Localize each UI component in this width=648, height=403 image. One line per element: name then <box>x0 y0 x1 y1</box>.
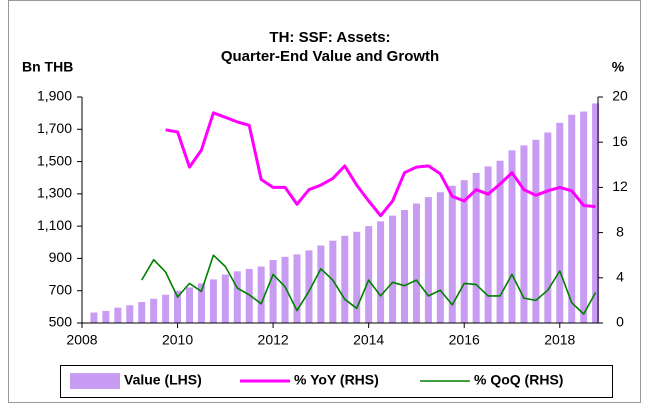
bar <box>138 302 146 323</box>
y2-tick-label: 16 <box>612 133 628 149</box>
bar <box>162 294 170 323</box>
legend-label: % YoY (RHS) <box>294 372 379 388</box>
bar <box>389 215 397 323</box>
bar <box>592 103 600 323</box>
y2-axis-label: % <box>612 59 625 75</box>
legend-swatch <box>70 373 120 389</box>
x-tick-label: 2012 <box>258 332 289 348</box>
bar <box>365 226 373 323</box>
bar <box>150 298 158 323</box>
y2-tick-label: 4 <box>616 269 624 285</box>
bar <box>221 274 229 323</box>
x-tick-label: 2018 <box>544 332 575 348</box>
bar <box>305 250 313 323</box>
bar <box>353 231 361 323</box>
bar <box>448 185 456 323</box>
bar <box>496 160 504 323</box>
bar <box>484 166 492 323</box>
bar <box>401 210 408 323</box>
y-tick-label: 1,300 <box>37 185 72 201</box>
bar <box>90 312 98 323</box>
y-tick-label: 1,900 <box>37 88 72 104</box>
bar <box>436 192 444 323</box>
bar <box>508 150 516 323</box>
bar <box>580 111 588 324</box>
bar <box>472 172 480 323</box>
line <box>165 111 596 218</box>
y-axis-label: Bn THB <box>22 59 73 75</box>
bar <box>556 122 564 323</box>
chart-title: TH: SSF: Assets: <box>269 29 390 46</box>
bar <box>532 139 540 323</box>
y2-tick-label: 12 <box>612 178 628 194</box>
bar <box>317 245 325 323</box>
chart-title: Quarter-End Value and Growth <box>221 48 439 65</box>
bar <box>186 287 193 323</box>
legend-label: Value (LHS) <box>124 372 202 388</box>
bar <box>257 266 265 323</box>
bar <box>544 132 552 323</box>
y-tick-label: 1,500 <box>37 152 72 168</box>
legend-label: % QoQ (RHS) <box>474 372 563 388</box>
bar <box>245 268 253 323</box>
bar <box>520 145 528 323</box>
y2-tick-label: 0 <box>616 314 624 330</box>
bar <box>233 271 241 323</box>
bar <box>269 260 277 323</box>
bar <box>568 114 576 323</box>
bar <box>114 307 122 323</box>
bar <box>293 254 301 323</box>
y-tick-label: 500 <box>49 314 73 330</box>
y-tick-label: 1,700 <box>37 120 72 136</box>
y2-tick-label: 20 <box>612 88 628 104</box>
x-tick-label: 2010 <box>162 332 193 348</box>
bar <box>281 256 289 323</box>
y2-tick-label: 8 <box>616 223 624 239</box>
bar <box>209 279 217 323</box>
bar <box>412 203 420 323</box>
bar <box>102 310 110 323</box>
bar <box>126 305 134 323</box>
x-tick-label: 2014 <box>353 332 384 348</box>
line <box>141 254 597 315</box>
bar <box>174 290 182 323</box>
bar <box>197 283 205 323</box>
legend-box <box>60 365 613 398</box>
x-tick-label: 2016 <box>449 332 480 348</box>
bar <box>424 197 432 323</box>
y-tick-label: 700 <box>49 281 73 297</box>
x-tick-label: 2008 <box>66 332 97 348</box>
bar <box>329 240 337 323</box>
bar <box>460 180 468 323</box>
bar <box>377 221 385 323</box>
bar <box>341 235 349 323</box>
y-tick-label: 900 <box>49 249 73 265</box>
y-tick-label: 1,100 <box>37 217 72 233</box>
